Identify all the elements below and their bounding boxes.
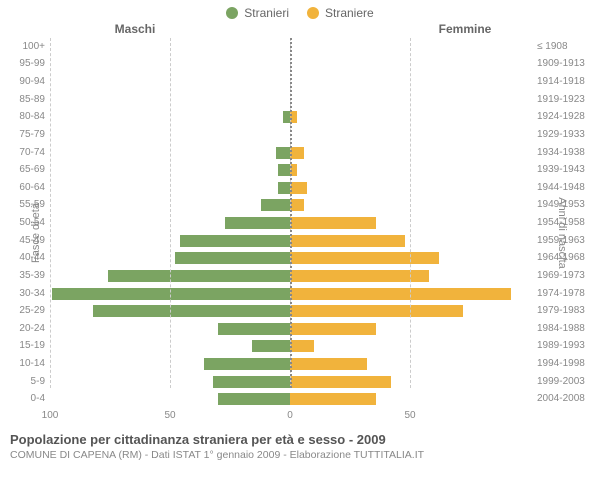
age-label: 60-64 (8, 179, 48, 197)
age-label: 90-94 (8, 73, 48, 91)
x-tick-label: 50 (404, 410, 415, 421)
header-male: Maschi (0, 22, 300, 36)
year-label: 1964-1968 (534, 250, 592, 268)
year-label: 2004-2008 (534, 391, 592, 409)
year-label: 1969-1973 (534, 267, 592, 285)
age-label: 70-74 (8, 144, 48, 162)
age-label: 95-99 (8, 56, 48, 74)
age-label: 85-89 (8, 91, 48, 109)
year-label: 1979-1983 (534, 302, 592, 320)
year-label: 1959-1963 (534, 232, 592, 250)
age-label: 0-4 (8, 391, 48, 409)
year-label: 1929-1933 (534, 126, 592, 144)
column-headers: Maschi Femmine (0, 20, 600, 38)
age-label: 20-24 (8, 320, 48, 338)
year-label: 1999-2003 (534, 373, 592, 391)
year-label: 1934-1938 (534, 144, 592, 162)
male-swatch (226, 7, 238, 19)
year-labels: ≤ 19081909-19131914-19181919-19231924-19… (534, 38, 592, 408)
legend-item-male: Stranieri (226, 6, 289, 20)
year-label: 1994-1998 (534, 355, 592, 373)
female-swatch (307, 7, 319, 19)
year-label: 1949-1953 (534, 197, 592, 215)
center-axis (290, 38, 292, 388)
year-label: ≤ 1908 (534, 38, 592, 56)
age-label: 30-34 (8, 285, 48, 303)
year-label: 1954-1958 (534, 214, 592, 232)
age-label: 55-59 (8, 197, 48, 215)
age-label: 50-54 (8, 214, 48, 232)
legend-item-female: Straniere (307, 6, 374, 20)
age-label: 35-39 (8, 267, 48, 285)
legend-label-female: Straniere (325, 6, 374, 20)
gridline (170, 38, 171, 388)
legend-label-male: Stranieri (244, 6, 289, 20)
age-label: 65-69 (8, 161, 48, 179)
year-label: 1939-1943 (534, 161, 592, 179)
year-label: 1909-1913 (534, 56, 592, 74)
age-label: 10-14 (8, 355, 48, 373)
chart-footer: Popolazione per cittadinanza straniera p… (0, 428, 600, 461)
year-label: 1919-1923 (534, 91, 592, 109)
age-label: 80-84 (8, 109, 48, 127)
x-tick-label: 0 (287, 410, 293, 421)
x-tick-label: 100 (42, 410, 59, 421)
age-label: 40-44 (8, 250, 48, 268)
gridline (50, 38, 51, 388)
age-label: 5-9 (8, 373, 48, 391)
year-label: 1984-1988 (534, 320, 592, 338)
year-label: 1944-1948 (534, 179, 592, 197)
pyramid-chart: Fasce di età Anni di nascita 100+95-9990… (8, 38, 592, 428)
chart-subtitle: COMUNE DI CAPENA (RM) - Dati ISTAT 1° ge… (10, 449, 590, 461)
year-label: 1914-1918 (534, 73, 592, 91)
header-female: Femmine (300, 22, 600, 36)
year-label: 1989-1993 (534, 338, 592, 356)
age-label: 75-79 (8, 126, 48, 144)
gridline (410, 38, 411, 388)
year-label: 1974-1978 (534, 285, 592, 303)
age-label: 25-29 (8, 302, 48, 320)
year-label: 1924-1928 (534, 109, 592, 127)
age-label: 100+ (8, 38, 48, 56)
x-ticks: 10050050 (50, 410, 530, 428)
x-tick-label: 50 (164, 410, 175, 421)
legend: Stranieri Straniere (0, 0, 600, 20)
age-label: 15-19 (8, 338, 48, 356)
age-labels: 100+95-9990-9485-8980-8475-7970-7465-696… (8, 38, 48, 408)
chart-title: Popolazione per cittadinanza straniera p… (10, 432, 590, 447)
age-label: 45-49 (8, 232, 48, 250)
bar-rows (50, 38, 530, 408)
